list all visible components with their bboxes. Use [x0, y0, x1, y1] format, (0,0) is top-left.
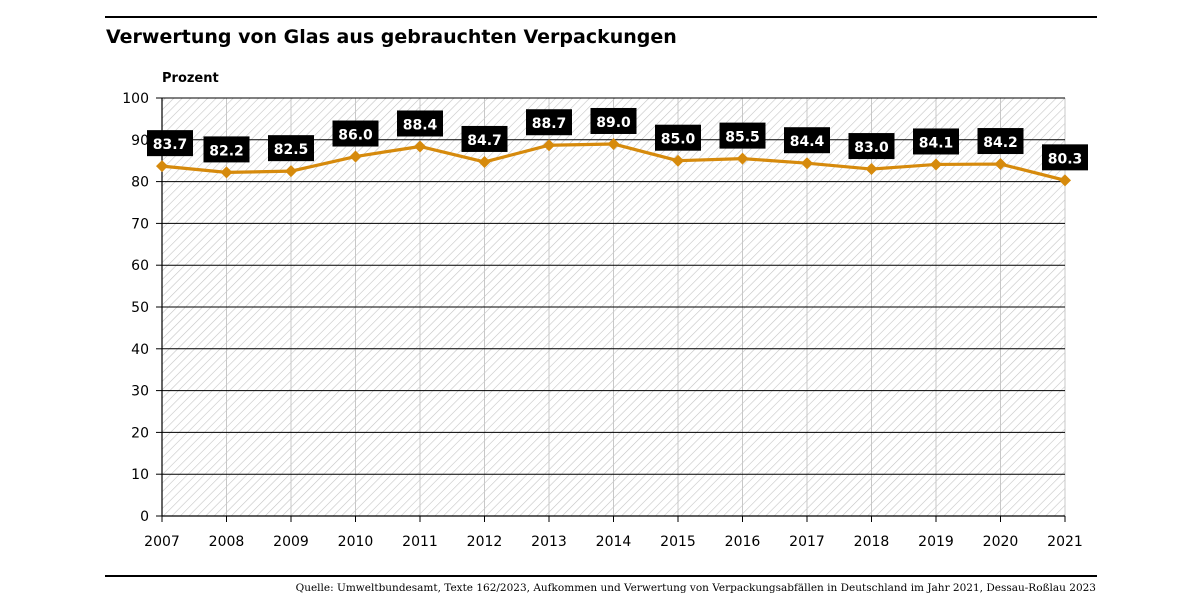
x-tick-label: 2010 — [338, 534, 374, 550]
x-tick-label: 2012 — [467, 534, 503, 550]
x-tick-label: 2015 — [660, 534, 696, 550]
data-point — [607, 137, 620, 150]
data-label-box — [848, 133, 895, 160]
y-tick-label: 60 — [131, 258, 149, 274]
data-label-box — [977, 128, 1024, 155]
data-label: 89.0 — [596, 115, 631, 131]
data-point — [349, 150, 362, 163]
data-label-box — [461, 125, 508, 152]
data-label: 84.1 — [919, 135, 954, 151]
data-point — [220, 166, 233, 179]
data-label: 82.5 — [274, 142, 309, 158]
data-point — [285, 165, 297, 178]
data-label: 88.7 — [532, 116, 567, 132]
x-tick-label: 2014 — [596, 534, 632, 550]
data-label-box — [526, 109, 572, 136]
y-tick-label: 20 — [131, 425, 149, 441]
data-label-box — [332, 120, 379, 147]
x-tick-labels: 2007 2008 2009 2010 2011 2012 2013 2014 2015 2016… — [144, 534, 1083, 550]
data-label-box — [203, 136, 250, 163]
data-label: 85.5 — [725, 130, 760, 146]
y-tick-label: 40 — [131, 342, 149, 358]
y-tick-label: 30 — [131, 384, 149, 400]
data-point — [1059, 174, 1071, 187]
y-tick-label: 0 — [140, 509, 149, 525]
source-note: Quelle: Umweltbundesamt, Texte 162/2023,… — [295, 582, 1096, 594]
x-tick-label: 2013 — [531, 534, 567, 550]
x-tick-label: 2021 — [1047, 534, 1083, 550]
chart-title: Verwertung von Glas aus gebrauchten Verp… — [106, 26, 677, 48]
data-point — [801, 157, 813, 170]
y-tick-label: 100 — [122, 91, 149, 107]
data-point — [414, 140, 426, 153]
x-tick-label: 2008 — [209, 534, 245, 550]
data-point — [736, 152, 749, 165]
data-point — [672, 154, 684, 167]
data-label: 83.7 — [153, 137, 188, 153]
axes — [156, 97, 1066, 522]
data-label-box — [590, 107, 637, 134]
data-label-box — [655, 124, 701, 151]
data-label-box — [268, 135, 314, 162]
horizontal-gridlines — [162, 97, 1065, 475]
y-tick-labels: 0 10 20 30 40 50 60 70 80 90 100 — [122, 91, 149, 525]
data-label: 84.2 — [983, 135, 1018, 151]
data-point — [478, 155, 491, 168]
y-tick-label: 70 — [131, 216, 149, 232]
data-point — [543, 139, 555, 152]
data-label-box — [913, 128, 959, 155]
x-tick-label: 2011 — [402, 534, 438, 550]
x-tick-label: 2019 — [918, 534, 954, 550]
data-point — [865, 163, 878, 176]
data-label-box — [397, 110, 443, 137]
data-label: 88.4 — [403, 117, 438, 133]
y-tick-label: 80 — [131, 175, 149, 191]
x-tick-label: 2009 — [273, 534, 309, 550]
data-label: 84.4 — [790, 134, 825, 150]
data-label-box — [1042, 144, 1088, 171]
y-tick-label: 10 — [131, 467, 149, 483]
data-label: 83.0 — [854, 140, 889, 156]
data-labels: 83.7 82.2 82.5 86.0 88.4 84.7 88.7 89.0 85.0 85.5… — [147, 107, 1088, 171]
x-tick-label: 2020 — [983, 534, 1019, 550]
y-tick-label: 90 — [131, 133, 149, 149]
y-tick-label: 50 — [131, 300, 149, 316]
x-tick-label: 2016 — [725, 534, 761, 550]
x-tick-label: 2017 — [789, 534, 825, 550]
data-point — [930, 158, 942, 171]
data-label-box — [147, 130, 193, 157]
data-label-box — [719, 122, 766, 149]
data-point — [994, 158, 1007, 171]
data-label: 84.7 — [467, 133, 502, 149]
data-label-box — [784, 127, 830, 154]
x-tick-label: 2007 — [144, 534, 180, 550]
data-point — [156, 160, 168, 173]
y-axis-label: Prozent — [162, 71, 219, 86]
top-rule — [105, 16, 1097, 18]
data-markers — [156, 137, 1071, 187]
x-tick-label: 2018 — [854, 534, 890, 550]
bottom-rule — [105, 575, 1097, 577]
data-label: 82.2 — [209, 143, 244, 159]
data-label: 80.3 — [1048, 151, 1083, 167]
data-label: 85.0 — [661, 132, 696, 148]
data-label: 86.0 — [338, 128, 373, 144]
